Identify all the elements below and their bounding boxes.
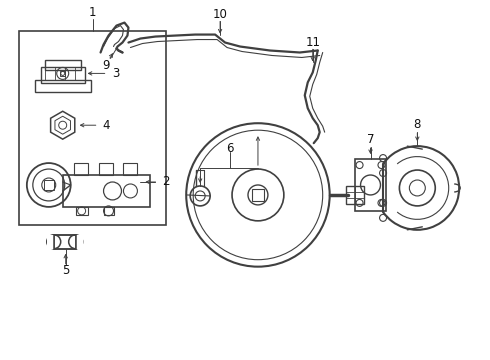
Bar (19, 31, 166, 225)
Bar (103, 207, 114, 215)
Bar (54, 235, 75, 249)
Text: 2: 2 (162, 175, 170, 189)
Bar (63, 175, 150, 207)
Text: 11: 11 (305, 36, 320, 49)
Bar (98, 163, 113, 175)
Bar (45, 60, 81, 71)
Text: 5: 5 (62, 264, 70, 277)
Bar (123, 163, 137, 175)
Text: 4: 4 (102, 119, 110, 132)
Bar (74, 163, 88, 175)
Bar (252, 189, 264, 201)
Text: 9: 9 (102, 59, 109, 72)
Bar (35, 80, 91, 92)
Text: 3: 3 (113, 67, 120, 80)
Bar (54, 235, 75, 249)
Bar (355, 159, 387, 211)
Bar (44, 180, 54, 190)
Text: 8: 8 (414, 118, 421, 131)
Bar (60, 71, 65, 76)
Text: 1: 1 (89, 6, 97, 19)
Text: 6: 6 (226, 141, 234, 155)
Bar (75, 207, 88, 215)
Bar (345, 186, 364, 204)
Text: 7: 7 (367, 132, 374, 146)
Bar (41, 67, 85, 84)
Bar (75, 235, 83, 249)
Bar (47, 235, 54, 249)
Text: 10: 10 (213, 8, 227, 21)
